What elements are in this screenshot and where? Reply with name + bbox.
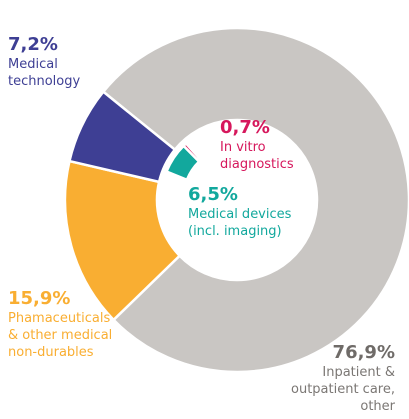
- slice: [181, 141, 203, 164]
- slice-label: Medical devices: [188, 207, 292, 222]
- slice-label: & other medical: [8, 328, 112, 343]
- slice: [67, 89, 177, 184]
- slice-label: (incl. imaging): [188, 224, 282, 239]
- slice-label: Inpatient &: [322, 365, 395, 380]
- slice-label: other: [360, 399, 395, 414]
- value-label: 76,9%: [333, 342, 395, 363]
- slice-label: In vitro: [220, 140, 266, 155]
- slice: [63, 159, 182, 322]
- slice-label: outpatient care,: [291, 382, 395, 397]
- value-label: 0,7%: [220, 117, 270, 138]
- slice-label: Phamaceuticals: [8, 311, 110, 326]
- value-label: 6,5%: [188, 184, 238, 205]
- slice-label: non-durables: [8, 345, 94, 360]
- value-label: 15,9%: [8, 288, 70, 309]
- slice-label: Medical: [8, 57, 58, 72]
- slice: [101, 26, 409, 374]
- value-label: 7,2%: [8, 34, 58, 55]
- slice-label: technology: [8, 74, 80, 89]
- slice-label: diagnostics: [220, 157, 294, 172]
